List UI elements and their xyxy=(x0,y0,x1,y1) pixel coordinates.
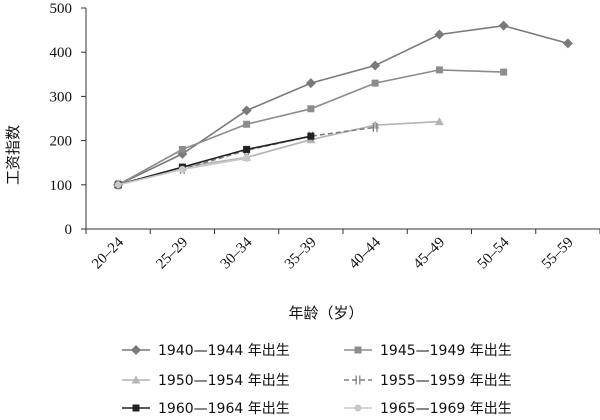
x-tick-label: 40–44 xyxy=(346,234,384,272)
data-point xyxy=(500,68,508,76)
legend-label: 1945—1949 年出生 xyxy=(380,343,512,359)
y-tick-label: 0 xyxy=(65,222,73,238)
y-tick-label: 500 xyxy=(50,1,73,17)
legend-swatch-marker xyxy=(354,346,362,354)
series-layer xyxy=(113,20,573,190)
legend-swatch-marker xyxy=(354,404,362,412)
legend-swatch-marker xyxy=(132,404,140,412)
y-tick-label: 200 xyxy=(50,134,73,150)
data-point xyxy=(305,78,316,89)
y-tick-label: 300 xyxy=(50,89,73,105)
y-axis-title: 工资指数 xyxy=(4,125,22,185)
series-3 xyxy=(113,117,444,189)
series-line xyxy=(117,24,569,186)
legend-item: 1965—1969 年出生 xyxy=(344,401,512,417)
x-tick-label: 50–54 xyxy=(475,234,513,272)
data-point xyxy=(114,181,122,189)
legend-swatch-marker xyxy=(131,375,141,384)
data-point xyxy=(434,29,445,40)
data-point xyxy=(243,120,251,128)
y-tick-label: 100 xyxy=(50,178,73,194)
y-ticks: 0 100 200 300 400 500 xyxy=(50,1,86,238)
x-tick-label: 25–29 xyxy=(153,235,191,273)
x-tick-label: 45–49 xyxy=(410,235,448,273)
data-point xyxy=(307,105,315,113)
legend-item: 1940—1944 年出生 xyxy=(122,343,290,359)
data-point xyxy=(434,117,444,126)
data-point xyxy=(370,60,381,71)
data-point xyxy=(243,154,251,162)
legend-item: 1950—1954 年出生 xyxy=(122,373,290,389)
x-tick-label: 30–34 xyxy=(218,234,256,272)
data-point xyxy=(498,20,509,31)
data-point xyxy=(243,145,251,153)
data-point xyxy=(435,66,443,74)
legend-swatch-marker xyxy=(355,375,361,385)
legend-item: 1955—1959 年出生 xyxy=(344,373,512,389)
series-line xyxy=(117,120,440,186)
legend-swatch-marker xyxy=(131,345,141,355)
legend-label: 1940—1944 年出生 xyxy=(158,343,290,359)
legend-label: 1950—1954 年出生 xyxy=(158,373,290,389)
series-6 xyxy=(114,154,251,189)
legend-item: 1960—1964 年出生 xyxy=(122,401,290,417)
legend-label: 1960—1964 年出生 xyxy=(158,401,290,417)
legend-item: 1945—1949 年出生 xyxy=(344,343,512,359)
x-tick-label: 20–24 xyxy=(89,234,127,272)
y-axis-title-text: 工资指数 xyxy=(4,125,22,185)
x-ticks: 20–24 25–29 30–34 35–39 40–44 45–49 50–54 55–59 xyxy=(85,229,600,273)
x-tick-label: 35–39 xyxy=(282,235,320,273)
data-point xyxy=(372,122,378,132)
data-point xyxy=(371,79,379,87)
legend-label: 1965—1969 年出生 xyxy=(380,401,512,417)
data-point xyxy=(178,145,186,153)
y-tick-label: 400 xyxy=(50,45,73,61)
x-tick-label: 55–59 xyxy=(539,235,577,273)
data-point xyxy=(241,105,252,116)
legend-label: 1955—1959 年出生 xyxy=(380,373,512,389)
data-point xyxy=(562,38,573,49)
legend: 1940—1944 年出生 1945—1949 年出生 1950—1954 年出生 1… xyxy=(122,343,512,417)
series-line xyxy=(117,135,312,186)
x-axis-title: 年龄（岁） xyxy=(288,304,363,322)
data-point xyxy=(178,165,186,173)
data-point xyxy=(307,132,315,140)
